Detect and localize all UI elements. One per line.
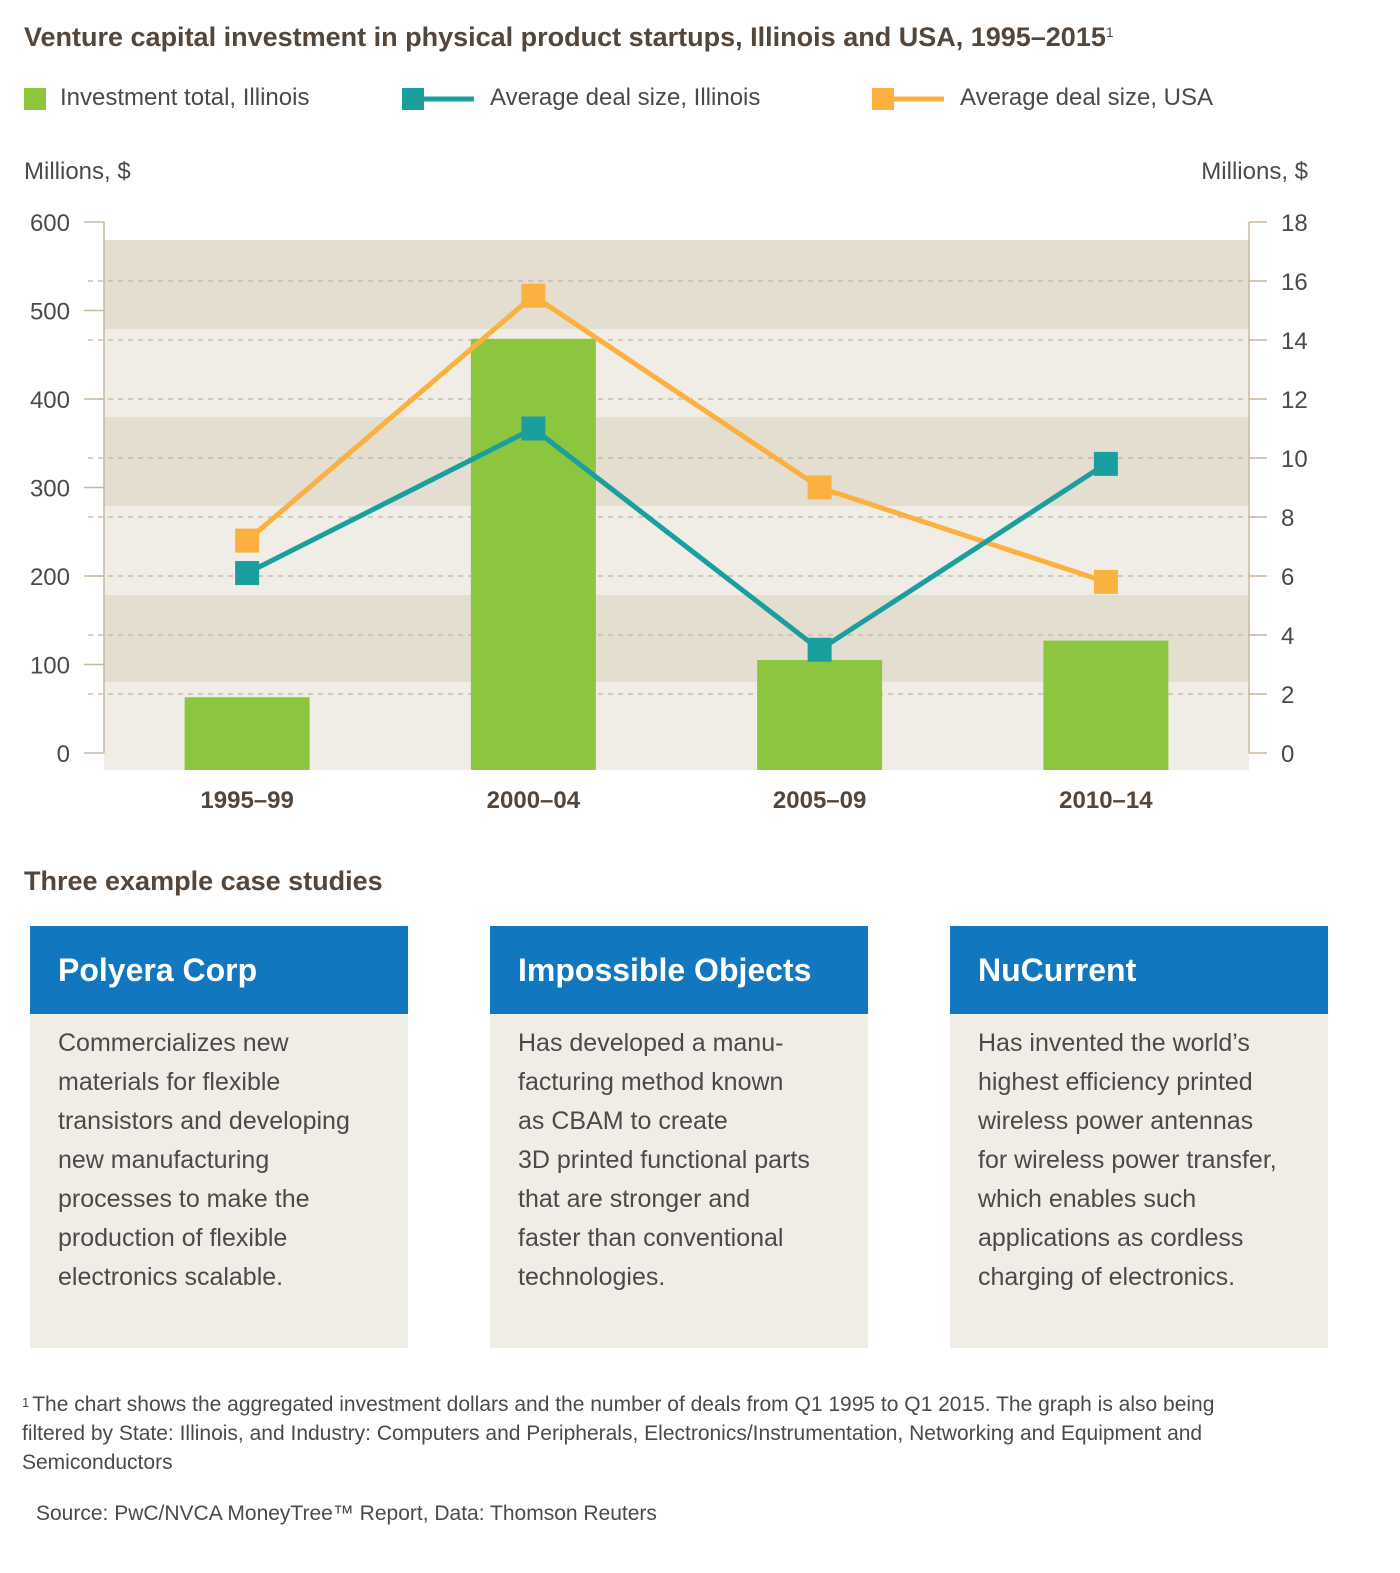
- series-point-1-0: [235, 561, 260, 586]
- chart-title-text: Venture capital investment in physical p…: [24, 22, 1106, 52]
- series-point-0-0: [235, 528, 260, 553]
- plot-band-0: [104, 240, 1249, 329]
- right-tick-label: 12: [1281, 387, 1308, 414]
- series-line-0: [245, 293, 1107, 585]
- chart-title: Venture capital investment in physical p…: [24, 22, 1114, 53]
- right-tick-label: 0: [1281, 741, 1294, 768]
- bar-1: [470, 338, 596, 770]
- source-line: Source: PwC/NVCA MoneyTree™ Report, Data…: [36, 1502, 657, 1525]
- card-header: Polyera Corp: [30, 926, 408, 1014]
- series-point-1-1: [521, 416, 546, 441]
- legend: Investment total, Illinois Average deal …: [0, 82, 1400, 118]
- legend-swatch-line-teal-icon: [402, 88, 474, 110]
- legend-swatch-line-orange-icon: [872, 88, 944, 110]
- right-tick-label: 10: [1281, 446, 1308, 473]
- plot-band-1: [104, 417, 1249, 506]
- left-tick-label: 600: [30, 210, 70, 237]
- series-point-0-3: [1093, 569, 1118, 594]
- bar-3: [1043, 640, 1169, 770]
- left-axis-unit-label: Millions, $: [24, 158, 131, 185]
- card-description: Commercializes new materials for flexibl…: [58, 1029, 350, 1291]
- legend-label: Investment total, Illinois: [60, 84, 310, 111]
- left-tick-label: 300: [30, 476, 70, 503]
- right-tick-label: 4: [1281, 623, 1294, 650]
- case-card-impossible-objects: Impossible Objects Has developed a manu-…: [490, 926, 868, 1348]
- case-studies-title: Three example case studies: [24, 866, 383, 896]
- right-tick-label: 14: [1281, 328, 1308, 355]
- series-point-1-2: [807, 637, 832, 662]
- legend-item-avg-deal-illinois: Average deal size, Illinois: [402, 82, 760, 114]
- right-tick-label: 8: [1281, 505, 1294, 532]
- case-card-nucurrent: NuCurrent Has invented the world’s highe…: [950, 926, 1328, 1348]
- right-tick-label: 16: [1281, 269, 1308, 296]
- card-description: Has developed a manu- facturing method k…: [518, 1029, 810, 1291]
- bar-0: [184, 697, 310, 770]
- left-tick-label: 200: [30, 564, 70, 591]
- case-card-polyera: Polyera Corp Commercializes new material…: [30, 926, 408, 1348]
- series-line-1: [245, 426, 1108, 653]
- left-tick-label: 500: [30, 299, 70, 326]
- footnote-text: The chart shows the aggregated investmen…: [22, 1393, 1215, 1474]
- series-point-0-1: [521, 283, 546, 308]
- legend-item-investment-total: Investment total, Illinois: [24, 82, 309, 114]
- footnote-mark: 1: [22, 1395, 30, 1410]
- left-tick-label: 0: [57, 741, 70, 768]
- legend-swatch-bar-icon: [24, 88, 46, 110]
- legend-item-avg-deal-usa: Average deal size, USA: [872, 82, 1213, 114]
- right-tick-label: 2: [1281, 682, 1294, 709]
- category-label: 2005–09: [773, 787, 866, 814]
- legend-label: Average deal size, Illinois: [490, 84, 761, 111]
- combo-chart: 0 100 200 300 400 500 600 0 2 4 6 8 10 12 14 16 18 1995–9…: [30, 210, 1308, 814]
- category-label: 2010–14: [1059, 787, 1153, 814]
- card-description: Has invented the world’s highest efficie…: [978, 1029, 1277, 1291]
- right-tick-label: 18: [1281, 210, 1308, 237]
- card-header: Impossible Objects: [490, 926, 868, 1014]
- left-tick-label: 100: [30, 653, 70, 680]
- right-axis-unit-label: Millions, $: [1201, 158, 1308, 185]
- footnote: 1 The chart shows the aggregated investme…: [22, 1390, 1282, 1477]
- left-tick-label: 400: [30, 387, 70, 414]
- series-point-1-3: [1093, 451, 1118, 476]
- bar-2: [757, 660, 883, 770]
- legend-label: Average deal size, USA: [960, 84, 1214, 111]
- category-label: 1995–99: [200, 787, 293, 814]
- title-footnote-mark: 1: [1105, 24, 1114, 40]
- series-point-0-2: [807, 475, 832, 500]
- card-header: NuCurrent: [950, 926, 1328, 1014]
- category-label: 2000–04: [487, 787, 581, 814]
- right-tick-label: 6: [1281, 564, 1294, 591]
